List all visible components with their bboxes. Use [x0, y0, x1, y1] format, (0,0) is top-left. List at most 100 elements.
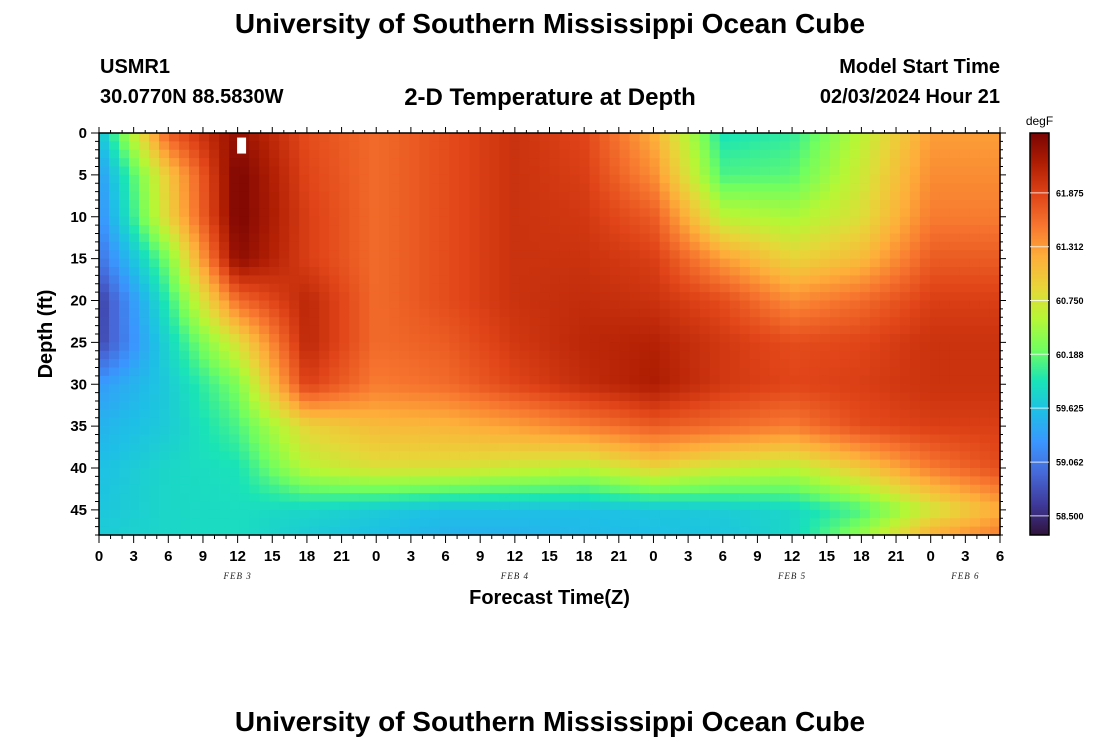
heatmap-cell — [869, 501, 881, 511]
heatmap-cell — [469, 283, 481, 293]
heatmap-cell — [899, 417, 911, 427]
heatmap-cell — [519, 183, 531, 193]
heatmap-cell — [379, 442, 390, 452]
heatmap-cell — [559, 334, 571, 343]
heatmap-cell — [669, 308, 681, 318]
heatmap-cell — [179, 392, 190, 402]
heatmap-cell — [869, 275, 881, 285]
heatmap-cell — [229, 442, 240, 452]
heatmap-cell — [229, 225, 240, 235]
heatmap-cell — [259, 459, 270, 469]
heatmap-cell — [979, 426, 991, 436]
heatmap-cell — [359, 200, 370, 209]
heatmap-cell — [579, 325, 591, 335]
heatmap-cell — [669, 342, 681, 352]
heatmap-cell — [139, 409, 150, 419]
heatmap-cell — [899, 174, 911, 184]
heatmap-cell — [279, 359, 290, 369]
heatmap-cell — [619, 250, 631, 260]
heatmap-cell — [909, 325, 921, 335]
heatmap-cell — [889, 317, 901, 327]
heatmap-cell — [979, 267, 991, 276]
heatmap-cell — [409, 384, 420, 394]
heatmap-cell — [179, 442, 190, 452]
heatmap-cell — [799, 208, 811, 218]
heatmap-cell — [449, 158, 460, 168]
heatmap-cell — [639, 275, 651, 285]
heatmap-cell — [849, 476, 861, 486]
heatmap-cell — [279, 133, 290, 142]
heatmap-cell — [499, 158, 511, 168]
heatmap-cell — [239, 384, 250, 394]
heatmap-cell — [749, 283, 761, 293]
heatmap-cell — [599, 225, 611, 235]
heatmap-cell — [799, 283, 811, 293]
heatmap-cell — [329, 509, 340, 519]
heatmap-cell — [589, 216, 601, 226]
heatmap-cell — [759, 451, 771, 461]
heatmap-cell — [579, 158, 591, 168]
heatmap-cell — [169, 384, 180, 394]
heatmap-cell — [519, 225, 531, 235]
heatmap-cell — [349, 509, 360, 519]
heatmap-cell — [239, 300, 250, 310]
heatmap-cell — [339, 166, 350, 176]
heatmap-cell — [799, 225, 811, 235]
heatmap-cell — [729, 526, 741, 536]
heatmap-cell — [419, 334, 430, 343]
heatmap-cell — [579, 359, 591, 369]
heatmap-cell — [329, 225, 340, 235]
heatmap-cell — [649, 417, 661, 427]
heatmap-cell — [969, 275, 981, 285]
heatmap-cell — [969, 250, 981, 260]
heatmap-cell — [669, 267, 681, 276]
heatmap-cell — [959, 216, 971, 226]
heatmap-cell — [169, 158, 180, 168]
heatmap-cell — [439, 325, 450, 335]
heatmap-cell — [409, 174, 420, 184]
heatmap-cell — [259, 183, 270, 193]
heatmap-cell — [729, 258, 741, 268]
heatmap-cell — [229, 233, 240, 243]
heatmap-cell — [789, 200, 801, 209]
heatmap-cell — [979, 334, 991, 343]
heatmap-cell — [259, 493, 270, 503]
heatmap-cell — [499, 200, 511, 209]
heatmap-cell — [249, 493, 260, 503]
heatmap-cell — [149, 283, 160, 293]
heatmap-cell — [119, 283, 130, 293]
heatmap-cell — [259, 208, 270, 218]
heatmap-cell — [569, 468, 581, 477]
heatmap-cell — [139, 267, 150, 276]
heatmap-cell — [449, 350, 460, 360]
heatmap-cell — [769, 283, 781, 293]
heatmap-cell — [719, 133, 731, 142]
heatmap-cell — [129, 158, 140, 168]
heatmap-cell — [989, 401, 1001, 410]
heatmap-cell — [189, 392, 200, 402]
heatmap-cell — [99, 426, 110, 436]
heatmap-cell — [689, 208, 701, 218]
heatmap-cell — [679, 174, 691, 184]
heatmap-cell — [759, 375, 771, 385]
heatmap-cell — [829, 225, 841, 235]
heatmap-cell — [449, 325, 460, 335]
heatmap-cell — [949, 133, 961, 142]
heatmap-cell — [699, 133, 711, 142]
heatmap-cell — [779, 149, 791, 159]
heatmap-cell — [269, 334, 280, 343]
heatmap-cell — [739, 317, 751, 327]
heatmap-cell — [629, 275, 641, 285]
heatmap-cell — [689, 359, 701, 369]
heatmap-cell — [639, 401, 651, 410]
heatmap-cell — [489, 317, 501, 327]
heatmap-cell — [869, 241, 881, 251]
heatmap-cell — [709, 509, 721, 519]
heatmap-cell — [909, 166, 921, 176]
heatmap-cell — [979, 308, 991, 318]
heatmap-cell — [359, 334, 370, 343]
heatmap-cell — [489, 426, 501, 436]
heatmap-cell — [209, 216, 220, 226]
heatmap-cell — [979, 216, 991, 226]
heatmap-cell — [469, 426, 481, 436]
